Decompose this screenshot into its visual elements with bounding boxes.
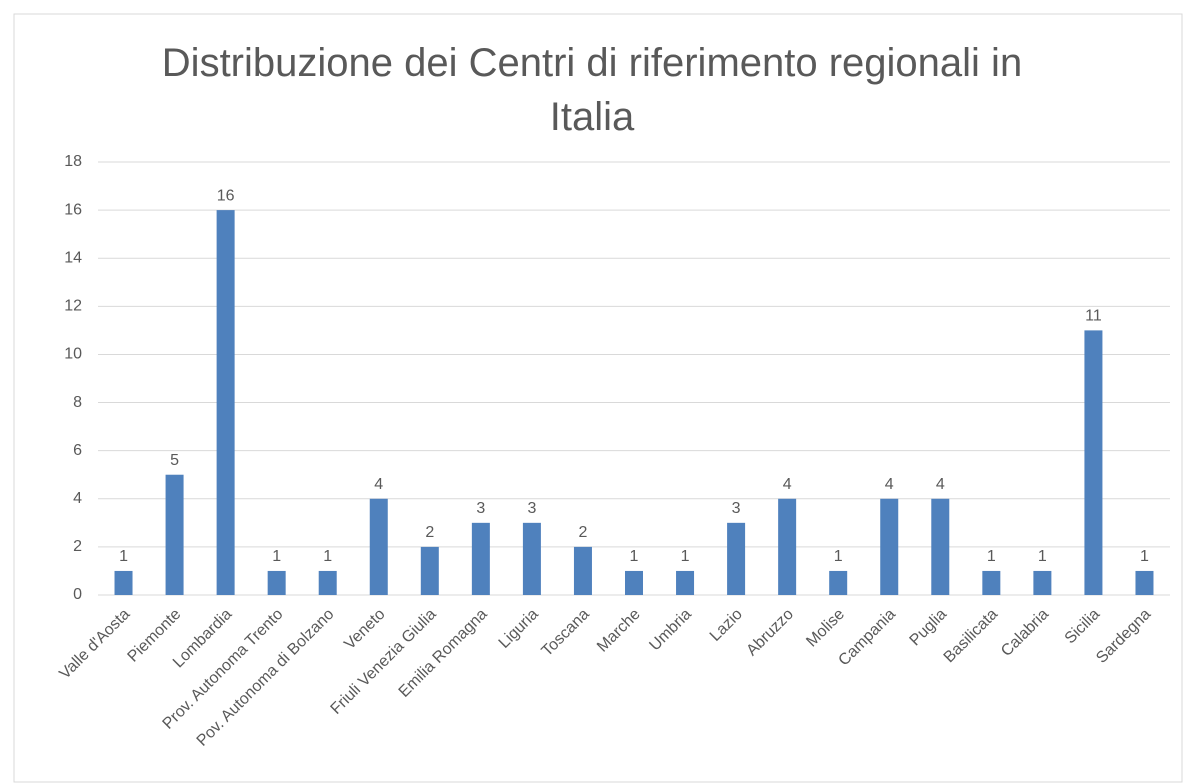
data-label: 4 xyxy=(374,476,383,493)
data-label: 16 xyxy=(217,187,235,204)
y-tick-label: 14 xyxy=(64,249,82,266)
bar xyxy=(982,570,1001,595)
data-label: 11 xyxy=(1085,308,1102,325)
data-label: 3 xyxy=(732,500,741,517)
bar xyxy=(369,498,388,595)
y-tick-label: 12 xyxy=(64,298,82,315)
y-tick-label: 6 xyxy=(73,442,82,459)
y-tick-label: 2 xyxy=(73,538,82,555)
data-label: 4 xyxy=(936,476,945,493)
data-label: 1 xyxy=(1140,548,1149,565)
y-tick-label: 4 xyxy=(73,490,82,507)
y-tick-label: 16 xyxy=(64,201,82,218)
bar xyxy=(522,522,541,595)
data-label: 2 xyxy=(425,524,434,541)
bar xyxy=(1033,570,1052,595)
bar xyxy=(165,474,184,595)
y-tick-label: 8 xyxy=(73,394,82,411)
y-tick-label: 18 xyxy=(64,153,82,170)
bar xyxy=(420,546,439,595)
data-label: 1 xyxy=(834,548,843,565)
bar xyxy=(727,522,746,595)
bar xyxy=(267,570,286,595)
y-tick-label: 10 xyxy=(64,346,82,363)
data-label: 5 xyxy=(170,452,179,469)
bar xyxy=(471,522,490,595)
data-label: 1 xyxy=(119,548,128,565)
chart-border xyxy=(13,13,1183,783)
bar xyxy=(778,498,797,595)
bar xyxy=(880,498,899,595)
bar xyxy=(931,498,950,595)
data-label: 3 xyxy=(527,500,536,517)
data-label: 1 xyxy=(681,548,690,565)
bar xyxy=(829,570,848,595)
chart-title: Distribuzione dei Centri di riferimento … xyxy=(161,41,1023,139)
y-tick-label: 0 xyxy=(73,586,82,603)
data-label: 1 xyxy=(987,548,996,565)
data-label: 3 xyxy=(476,500,485,517)
data-label: 2 xyxy=(578,524,587,541)
bar xyxy=(216,210,235,595)
bar xyxy=(1084,330,1103,595)
data-label: 1 xyxy=(272,548,281,565)
data-label: 4 xyxy=(783,476,792,493)
data-label: 1 xyxy=(323,548,332,565)
data-label: 1 xyxy=(1038,548,1047,565)
data-label: 1 xyxy=(630,548,639,565)
bar xyxy=(573,546,592,595)
bar xyxy=(318,570,337,595)
bar xyxy=(676,570,695,595)
data-label: 4 xyxy=(885,476,894,493)
bar xyxy=(625,570,643,595)
bar xyxy=(114,570,133,595)
bar xyxy=(1135,570,1154,595)
